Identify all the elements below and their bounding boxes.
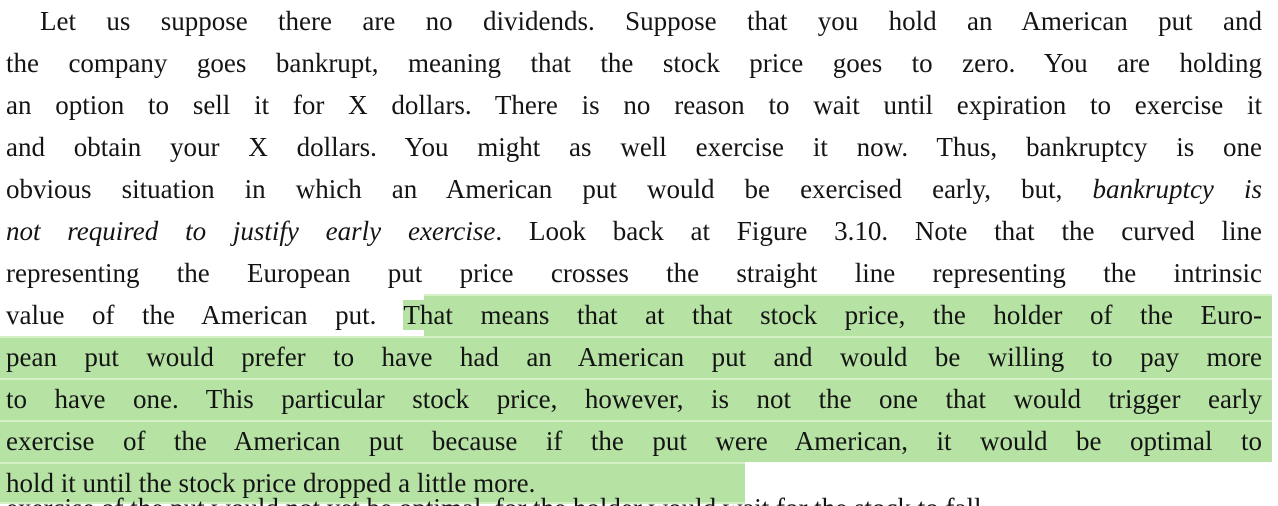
italic-text-segment: not required to justify early exercise bbox=[6, 216, 496, 246]
highlighted-text-segment: That means that at that stock price, the… bbox=[403, 300, 1262, 330]
text-segment: the company goes bankrupt, meaning that … bbox=[6, 48, 1262, 78]
highlighted-text-segment: hold it until the stock price dropped a … bbox=[6, 468, 536, 498]
italic-text-segment: bankruptcy is bbox=[1092, 174, 1262, 204]
text-line-5: obvious situation in which an American p… bbox=[6, 168, 1262, 210]
text-line-10: to have one. This particular stock price… bbox=[0, 378, 1272, 420]
cutoff-line: exercise of the put would not yet be opt… bbox=[6, 487, 1262, 506]
text-line-2: the company goes bankrupt, meaning that … bbox=[6, 42, 1262, 84]
text-line-8: value of the American put. That means th… bbox=[6, 294, 1272, 336]
text-segment: representing the European put price cros… bbox=[6, 258, 1262, 288]
text-line-1: Let us suppose there are no dividends. S… bbox=[6, 0, 1262, 42]
text-line-3: an option to sell it for X dollars. Ther… bbox=[6, 84, 1262, 126]
highlighted-text-segment: exercise of the American put because if … bbox=[6, 426, 1262, 456]
text-segment: an option to sell it for X dollars. Ther… bbox=[6, 90, 1262, 120]
text-line-11: exercise of the American put because if … bbox=[0, 420, 1272, 462]
highlighted-text-segment: to have one. This particular stock price… bbox=[6, 384, 1262, 414]
text-segment: obvious situation in which an American p… bbox=[6, 174, 1093, 204]
text-line-4: and obtain your X dollars. You might as … bbox=[6, 126, 1262, 168]
text-line-9: pean put would prefer to have had an Ame… bbox=[0, 336, 1272, 378]
text-line-12: hold it until the stock price dropped a … bbox=[0, 462, 1262, 504]
text-segment: value of the American put. bbox=[6, 300, 404, 330]
text-segment: . Look back at Figure 3.10. Note that th… bbox=[495, 216, 1263, 246]
text-segment: Let us suppose there are no dividends. S… bbox=[40, 6, 1262, 36]
text-line-6: not required to justify early exercise. … bbox=[6, 210, 1262, 252]
highlighted-text-segment: pean put would prefer to have had an Ame… bbox=[6, 342, 1262, 372]
text-segment: and obtain your X dollars. You might as … bbox=[6, 132, 1262, 162]
text-line-7: representing the European put price cros… bbox=[6, 252, 1262, 294]
